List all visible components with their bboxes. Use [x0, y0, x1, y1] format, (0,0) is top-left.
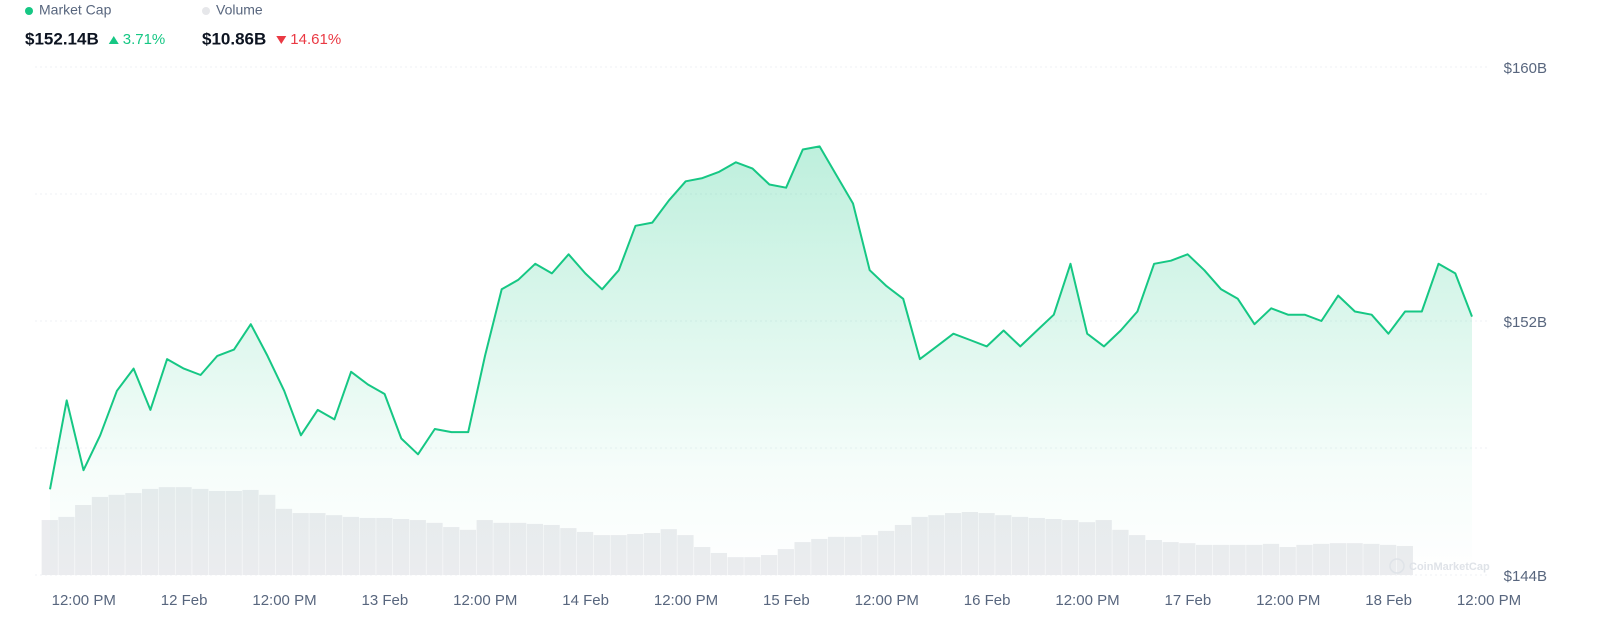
x-tick-label: 12:00 PM — [1055, 592, 1119, 609]
summary-change: 3.71% — [123, 31, 166, 48]
x-tick-label: 12:00 PM — [252, 592, 316, 609]
summary-change: 14.61% — [290, 31, 341, 48]
x-tick-label: 12:00 PM — [1457, 592, 1521, 609]
x-tick-label: 15 Feb — [763, 592, 810, 609]
line — [49, 145, 1473, 490]
legend-label: Market Cap — [39, 2, 112, 18]
legend-label: Volume — [216, 2, 263, 18]
legend-dot — [202, 7, 210, 15]
x-tick-label: 14 Feb — [562, 592, 609, 609]
summary-value: $10.86B — [202, 29, 266, 48]
x-tick-label: 12 Feb — [161, 592, 208, 609]
y-tick-label: $144B — [1504, 568, 1547, 585]
watermark: CoinMarketCap — [1409, 561, 1490, 573]
y-tick-label: $152B — [1504, 314, 1547, 331]
change-arrow — [276, 36, 287, 44]
watermark-icon — [1389, 558, 1405, 574]
x-tick-label: 12:00 PM — [855, 592, 919, 609]
x-tick-label: 12:00 PM — [52, 592, 116, 609]
x-tick-label: 18 Feb — [1365, 592, 1412, 609]
x-tick-label: 12:00 PM — [654, 592, 718, 609]
area — [50, 146, 1472, 575]
change-arrow — [108, 36, 119, 44]
summary-value: $152.14B — [25, 29, 99, 48]
x-tick-label: 17 Feb — [1165, 592, 1212, 609]
x-tick-label: 13 Feb — [362, 592, 409, 609]
x-tick-label: 12:00 PM — [1256, 592, 1320, 609]
x-tick-label: 16 Feb — [964, 592, 1011, 609]
x-tick-label: 12:00 PM — [453, 592, 517, 609]
y-tick-label: $160B — [1504, 60, 1547, 77]
legend-dot — [25, 7, 33, 15]
